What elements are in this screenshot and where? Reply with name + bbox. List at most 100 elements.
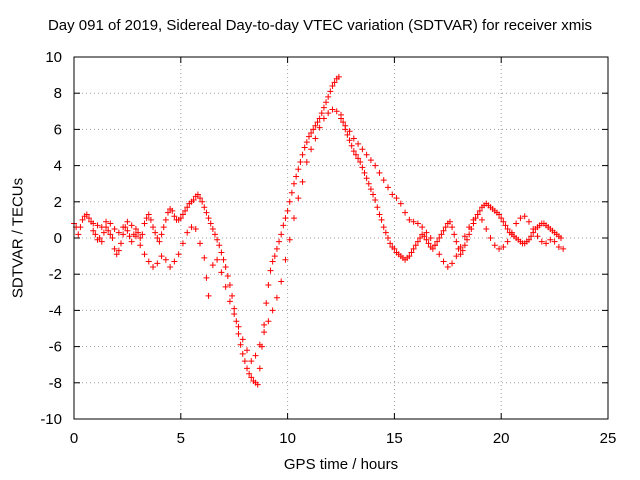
data-point	[374, 204, 381, 211]
data-point	[474, 211, 481, 218]
data-point	[171, 213, 178, 220]
data-point	[184, 229, 191, 236]
data-point	[376, 211, 383, 218]
data-point	[177, 215, 184, 222]
data-point	[205, 215, 212, 222]
data-point	[135, 229, 142, 236]
data-point	[222, 283, 229, 290]
data-point	[528, 233, 535, 240]
data-point	[261, 321, 268, 328]
data-point	[126, 233, 133, 240]
data-point	[436, 251, 443, 258]
y-tick-label: -8	[49, 375, 62, 392]
data-point	[325, 93, 332, 100]
data-point	[380, 177, 387, 184]
data-point	[192, 225, 199, 232]
data-point	[229, 292, 236, 299]
data-point	[303, 139, 310, 146]
data-point	[256, 365, 263, 372]
data-point	[188, 224, 195, 231]
y-tick-label: 6	[54, 121, 62, 138]
data-point	[244, 365, 251, 372]
data-point	[378, 216, 385, 223]
data-point	[252, 352, 259, 359]
data-point	[367, 157, 374, 164]
data-point	[124, 218, 131, 225]
data-point	[367, 186, 374, 193]
data-point	[90, 227, 97, 234]
data-point	[79, 216, 86, 223]
data-point	[137, 242, 144, 249]
data-point	[517, 215, 524, 222]
data-point	[158, 231, 165, 238]
data-point	[310, 126, 317, 133]
data-point	[152, 229, 159, 236]
data-point	[331, 79, 338, 86]
data-point	[442, 224, 449, 231]
x-tick-label: 5	[177, 430, 185, 447]
data-point	[491, 242, 498, 249]
data-point	[124, 227, 131, 234]
data-point	[355, 155, 362, 162]
data-point	[150, 224, 157, 231]
data-point	[154, 260, 161, 267]
data-point	[335, 73, 342, 80]
data-point	[158, 253, 165, 260]
data-point	[397, 200, 404, 207]
data-point	[147, 216, 154, 223]
y-tick-label: 2	[54, 194, 62, 211]
data-point	[547, 236, 554, 243]
data-point	[449, 224, 456, 231]
data-point	[440, 258, 447, 265]
data-point	[508, 229, 515, 236]
data-point	[128, 222, 135, 229]
data-point	[361, 169, 368, 176]
data-point	[295, 195, 302, 202]
data-point	[308, 130, 315, 137]
data-point	[348, 142, 355, 149]
data-point	[500, 218, 507, 225]
data-point	[504, 225, 511, 232]
data-point	[376, 169, 383, 176]
data-point	[457, 244, 464, 251]
y-tick-label: -2	[49, 266, 62, 283]
data-point	[156, 238, 163, 245]
data-point	[363, 175, 370, 182]
data-point	[224, 273, 231, 280]
data-point	[115, 247, 122, 254]
axis-ticks	[73, 56, 609, 420]
data-point	[141, 251, 148, 258]
data-point	[305, 133, 312, 140]
data-point	[244, 347, 251, 354]
data-point	[256, 341, 263, 348]
data-point	[346, 137, 353, 144]
data-point	[85, 215, 92, 222]
data-point	[555, 244, 562, 251]
grid-lines	[74, 57, 608, 419]
data-point	[438, 231, 445, 238]
data-point	[137, 235, 144, 241]
data-point	[359, 146, 366, 153]
data-point	[214, 236, 221, 243]
data-point	[459, 247, 466, 254]
data-point	[282, 215, 289, 222]
data-point	[175, 251, 182, 258]
data-point	[141, 220, 148, 227]
data-point	[320, 104, 327, 111]
data-point	[98, 238, 105, 245]
data-point	[265, 282, 272, 289]
data-point	[120, 231, 127, 238]
data-point	[500, 244, 507, 251]
data-point	[391, 245, 398, 252]
data-point	[233, 318, 240, 325]
data-point	[355, 140, 362, 147]
data-point	[410, 245, 417, 252]
data-point	[226, 282, 233, 289]
y-tick-label: 4	[54, 158, 62, 175]
data-point	[182, 207, 189, 214]
data-point	[113, 251, 120, 258]
data-point	[393, 195, 400, 202]
data-point	[291, 180, 298, 187]
data-point	[384, 235, 391, 241]
data-point	[98, 224, 105, 231]
